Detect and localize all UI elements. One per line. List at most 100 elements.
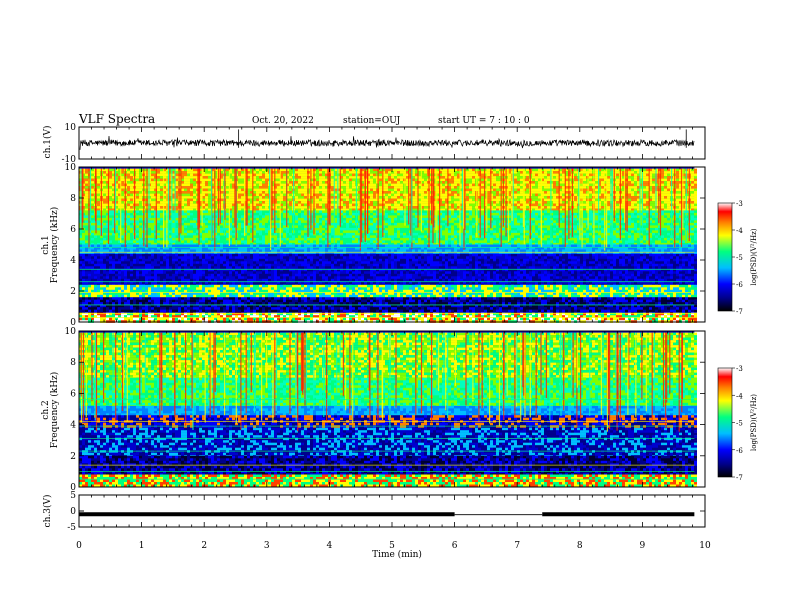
ch1-spectrogram-cell <box>112 225 115 229</box>
ch1-spectrogram-cell <box>169 268 172 272</box>
ch1-spectrogram-cell <box>103 266 106 269</box>
ch1-spectrogram-cell <box>223 263 226 267</box>
ch1-spectrogram-cell <box>196 235 199 239</box>
ch1-spectrogram-cell <box>208 196 211 199</box>
ch1-spectrogram-cell <box>79 273 82 277</box>
ch1-spectrogram-cell <box>175 220 178 224</box>
ch1-spectrogram-cell <box>286 178 289 182</box>
ch1-spectrogram-cell <box>199 268 202 272</box>
ch1-spectrogram-cell <box>232 271 235 274</box>
ch1-spectrogram-cell <box>289 206 292 209</box>
ch1-spectrogram-cell <box>130 299 133 303</box>
ch1-spectrogram-cell <box>151 220 154 224</box>
ch1-spectrogram-cell <box>298 198 301 202</box>
ch1-spectrogram-cell <box>250 242 253 246</box>
ch1-spectrogram-cell <box>271 253 274 257</box>
ch1-spectrogram-cell <box>193 258 196 262</box>
ch1-spectrogram-cell <box>238 244 241 248</box>
ch1-spectrogram-cell <box>295 220 298 224</box>
ch1-spectrogram-cell <box>259 173 262 177</box>
ch1-spectrogram-cell <box>289 201 292 204</box>
ch1-spectrogram-cell <box>259 307 262 310</box>
ch1-spectrogram-cell <box>205 299 208 303</box>
ch1-spectrogram-cell <box>208 176 211 179</box>
ch1-spectrogram-cell <box>235 317 238 321</box>
ch1-spectrogram-cell <box>292 297 295 300</box>
ch1-spectrogram-cell <box>166 302 169 305</box>
ch1-spectrogram-cell <box>205 237 208 241</box>
ch1-spectrogram-cell <box>160 212 163 216</box>
ch1-spectrogram-cell <box>181 256 184 259</box>
ch1-spectrogram-cell <box>199 203 202 207</box>
ch1-spectrogram-cell <box>238 171 241 174</box>
ch1-spectrogram-cell <box>151 304 154 308</box>
ch1-spectrogram-cell <box>268 287 271 290</box>
ch1-spectrogram-cell <box>127 289 130 293</box>
ch1-spectrogram-cell <box>91 171 94 174</box>
ch1-spectrogram-cell <box>109 193 112 197</box>
ch1-spectrogram-cell <box>94 317 97 321</box>
ch1-spectrogram-cell <box>226 212 229 216</box>
ch1-spectrogram-cell <box>91 249 94 253</box>
ch1-spectrogram-cell <box>169 276 172 279</box>
ch1-spectrogram-cell <box>238 307 241 310</box>
ch1-spectrogram-cell <box>154 309 157 313</box>
ch1-spectrogram-cell <box>112 281 115 284</box>
ch1-spectrogram-cell <box>262 176 265 179</box>
ch1-spectrogram-cell <box>184 302 187 305</box>
ch1-spectrogram-cell <box>106 191 109 194</box>
ch1-spectrogram-cell <box>136 183 139 187</box>
ch1-spectrogram-cell <box>91 178 94 182</box>
ch1-spectrogram-cell <box>163 237 166 241</box>
ch1-spectrogram-cell <box>127 181 130 184</box>
ch1-spectrogram-cell <box>298 188 301 192</box>
ch1-spectrogram-cell <box>175 196 178 199</box>
ch1-spectrogram-cell <box>250 237 253 241</box>
ch1-spectrogram-cell <box>232 188 235 192</box>
ch1-spectrogram-cell <box>211 253 214 257</box>
ch1-spectrogram-cell <box>118 206 121 209</box>
ch1-spectrogram-cell <box>103 263 106 267</box>
ch1-spectrogram-cell <box>271 263 274 267</box>
ch1-spectrogram-cell <box>250 297 253 300</box>
ch1-spectrogram-cell <box>151 309 154 313</box>
ch1-spectrogram-cell <box>196 317 199 321</box>
ch1-spectrogram-cell <box>190 186 193 189</box>
ch1-spectrogram-cell <box>229 307 232 310</box>
ch1-spectrogram-cell <box>283 181 286 184</box>
ch1-spectrogram-cell <box>169 258 172 262</box>
ch1-spectrogram-cell <box>91 196 94 199</box>
ch1-spectrogram-cell <box>289 183 292 187</box>
ch1-spectrogram-cell <box>262 258 265 262</box>
ch1-spectrogram-cell <box>229 222 232 226</box>
ch1-spectrogram-cell <box>262 276 265 279</box>
ch1-spectrogram-cell <box>295 268 298 272</box>
ch1-spectrogram-cell <box>196 312 199 316</box>
ch1-spectrogram-cell <box>175 263 178 267</box>
ch1-spectrogram-cell <box>214 173 217 177</box>
ch1-spectrogram-cell <box>190 276 193 279</box>
ch1-spectrogram-cell <box>103 317 106 321</box>
ch1-spectrogram-cell <box>145 312 148 316</box>
ch1-spectrogram-cell <box>253 171 256 174</box>
ch1-spectrogram-cell <box>160 206 163 209</box>
ch1-spectrogram-cell <box>304 299 307 303</box>
ch1-spectrogram-cell <box>100 292 103 295</box>
ch1-spectrogram-cell <box>253 309 256 313</box>
ch1-spectrogram-cell <box>238 284 241 288</box>
ch1-spectrogram-cell <box>238 242 241 246</box>
ch1-spectrogram-cell <box>241 294 244 298</box>
ch1-spectrogram-cell <box>181 212 184 216</box>
ch1-spectrogram-cell <box>151 215 154 219</box>
ch1-spectrogram-cell <box>211 297 214 300</box>
ch1-spectrogram-cell <box>280 302 283 305</box>
ch1-spectrogram-cell <box>256 273 259 277</box>
ch1-spectrogram-cell <box>292 271 295 274</box>
ch1-spectrogram-cell <box>217 276 220 279</box>
ch1-spectrogram-cell <box>130 181 133 184</box>
ch1-spectrogram-cell <box>115 201 118 204</box>
ch1-spectrogram-cell <box>241 227 244 231</box>
ch1-spectrogram-cell <box>253 242 256 246</box>
ch1-spectrogram-cell <box>208 312 211 316</box>
ch1-spectrogram-cell <box>202 309 205 313</box>
